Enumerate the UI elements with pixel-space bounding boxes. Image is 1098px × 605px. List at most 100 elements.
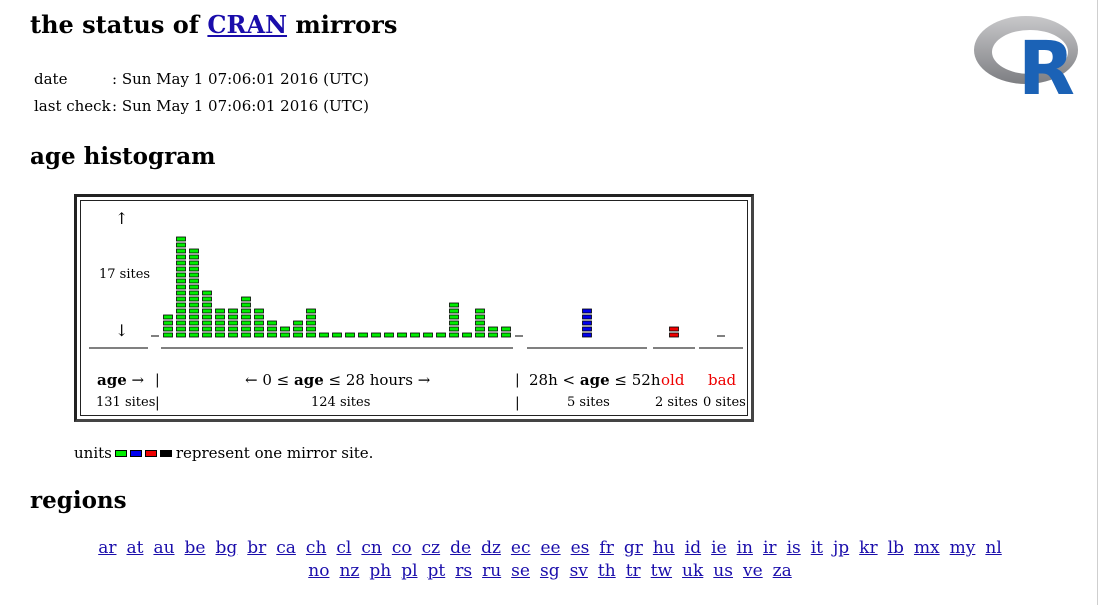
- meta-row-last-check: last check : Sun May 1 07:06:01 2016 (UT…: [34, 93, 369, 120]
- separator-mid: |: [515, 372, 520, 388]
- region-link-cz[interactable]: cz: [421, 538, 441, 558]
- region-link-jp[interactable]: jp: [833, 538, 850, 558]
- region-link-es[interactable]: es: [570, 538, 590, 558]
- units-legend: units represent one mirror site.: [74, 444, 373, 462]
- region-link-mx[interactable]: mx: [913, 538, 940, 558]
- region-link-co[interactable]: co: [391, 538, 412, 558]
- region-link-pl[interactable]: pl: [401, 561, 418, 581]
- region-link-se[interactable]: se: [511, 561, 530, 581]
- region-link-br[interactable]: br: [247, 538, 267, 558]
- region-link-cn[interactable]: cn: [361, 538, 382, 558]
- age-axis-label: age →: [97, 371, 144, 389]
- region-link-nl[interactable]: nl: [985, 538, 1002, 558]
- meta-table: date : Sun May 1 07:06:01 2016 (UTC) las…: [34, 66, 369, 120]
- region-link-is[interactable]: is: [786, 538, 801, 558]
- bar-old-0-box: [669, 326, 679, 332]
- title-prefix: the status of: [30, 10, 208, 39]
- region-link-pt[interactable]: pt: [427, 561, 446, 581]
- region-link-ve[interactable]: ve: [742, 561, 763, 581]
- bar-ok-2-box: [176, 278, 186, 284]
- region-link-au[interactable]: au: [153, 538, 175, 558]
- region-link-ir[interactable]: ir: [762, 538, 777, 558]
- region-link-at[interactable]: at: [126, 538, 144, 558]
- region-link-us[interactable]: us: [713, 561, 733, 581]
- separator-mid-2: |: [515, 395, 520, 411]
- bar-ok-12-box: [306, 320, 316, 326]
- bar-ok-5-box: [215, 326, 225, 332]
- region-link-ie[interactable]: ie: [711, 538, 727, 558]
- bar-ok-4-box: [202, 326, 212, 332]
- region-link-gr[interactable]: gr: [623, 538, 643, 558]
- bar-ok-25-box: [475, 314, 485, 320]
- region-link-id[interactable]: id: [684, 538, 702, 558]
- region-link-rs[interactable]: rs: [455, 561, 473, 581]
- bar-ok-27-box: [501, 326, 511, 332]
- bar-ok-7-box: [241, 326, 251, 332]
- title-suffix: mirrors: [287, 10, 398, 39]
- ok-range-right: ≤ 28 hours →: [323, 371, 431, 389]
- region-link-fr[interactable]: fr: [599, 538, 614, 558]
- region-link-lb[interactable]: lb: [887, 538, 904, 558]
- region-link-th[interactable]: th: [597, 561, 616, 581]
- cran-link[interactable]: CRAN: [207, 10, 288, 39]
- region-link-no[interactable]: no: [308, 561, 330, 581]
- region-link-ph[interactable]: ph: [369, 561, 392, 581]
- bar-ok-3-box: [189, 332, 199, 338]
- bar-ok-8-box: [254, 308, 264, 314]
- bar-ok-13-box: [319, 332, 329, 338]
- region-link-my[interactable]: my: [949, 538, 976, 558]
- bar-ok-4-box: [202, 296, 212, 302]
- region-link-ch[interactable]: ch: [305, 538, 327, 558]
- region-link-za[interactable]: za: [772, 561, 792, 581]
- bar-ok-25-box: [475, 326, 485, 332]
- regions-heading: regions: [30, 487, 127, 514]
- region-link-sv[interactable]: sv: [569, 561, 588, 581]
- bar-ok-24-box: [462, 332, 472, 338]
- meta-key: date: [34, 70, 68, 88]
- region-link-tr[interactable]: tr: [625, 561, 641, 581]
- bar-ok-1-box: [163, 332, 173, 338]
- scale-arrow-down: ↓: [115, 321, 129, 340]
- bar-ok-9-box: [267, 320, 277, 326]
- bar-ok-3-box: [189, 260, 199, 266]
- bar-ok-12-box: [306, 308, 316, 314]
- region-link-tw[interactable]: tw: [650, 561, 673, 581]
- bar-ok-7-box: [241, 296, 251, 302]
- region-link-bg[interactable]: bg: [215, 538, 238, 558]
- bar-ok-5-box: [215, 320, 225, 326]
- region-link-in[interactable]: in: [736, 538, 753, 558]
- region-link-hu[interactable]: hu: [652, 538, 675, 558]
- region-link-sg[interactable]: sg: [539, 561, 560, 581]
- region-link-ar[interactable]: ar: [98, 538, 117, 558]
- bar-ok-15-box: [345, 332, 355, 338]
- region-link-kr[interactable]: kr: [859, 538, 878, 558]
- region-link-de[interactable]: de: [450, 538, 472, 558]
- bar-ok-11-box: [293, 332, 303, 338]
- region-link-ca[interactable]: ca: [276, 538, 296, 558]
- region-link-nz[interactable]: nz: [339, 561, 360, 581]
- region-link-ru[interactable]: ru: [482, 561, 502, 581]
- region-link-uk[interactable]: uk: [682, 561, 704, 581]
- mid-range-label: 28h < age ≤ 52h: [529, 371, 660, 389]
- bar-ok-9-box: [267, 332, 277, 338]
- bar-ok-8-box: [254, 320, 264, 326]
- bar-ok-26-box: [488, 332, 498, 338]
- region-link-be[interactable]: be: [184, 538, 206, 558]
- bar-ok-23-box: [449, 302, 459, 308]
- unit-red-box: [144, 449, 157, 457]
- total-sites: 131 sites: [96, 395, 156, 410]
- bar-ok-23-box: [449, 326, 459, 332]
- region-link-cl[interactable]: cl: [336, 538, 352, 558]
- region-link-it[interactable]: it: [810, 538, 824, 558]
- region-link-ec[interactable]: ec: [510, 538, 531, 558]
- bar-ok-2-box: [176, 242, 186, 248]
- bar-ok-23-box: [449, 332, 459, 338]
- bar-ok-3-box: [189, 296, 199, 302]
- region-link-dz[interactable]: dz: [481, 538, 501, 558]
- bar-ok-11-box: [293, 326, 303, 332]
- bar-ok-5-box: [215, 308, 225, 314]
- bar-ok-3-box: [189, 320, 199, 326]
- ok-sites: 124 sites: [311, 395, 371, 410]
- ok-range-label: ← 0 ≤ age ≤ 28 hours →: [245, 371, 430, 389]
- region-link-ee[interactable]: ee: [540, 538, 561, 558]
